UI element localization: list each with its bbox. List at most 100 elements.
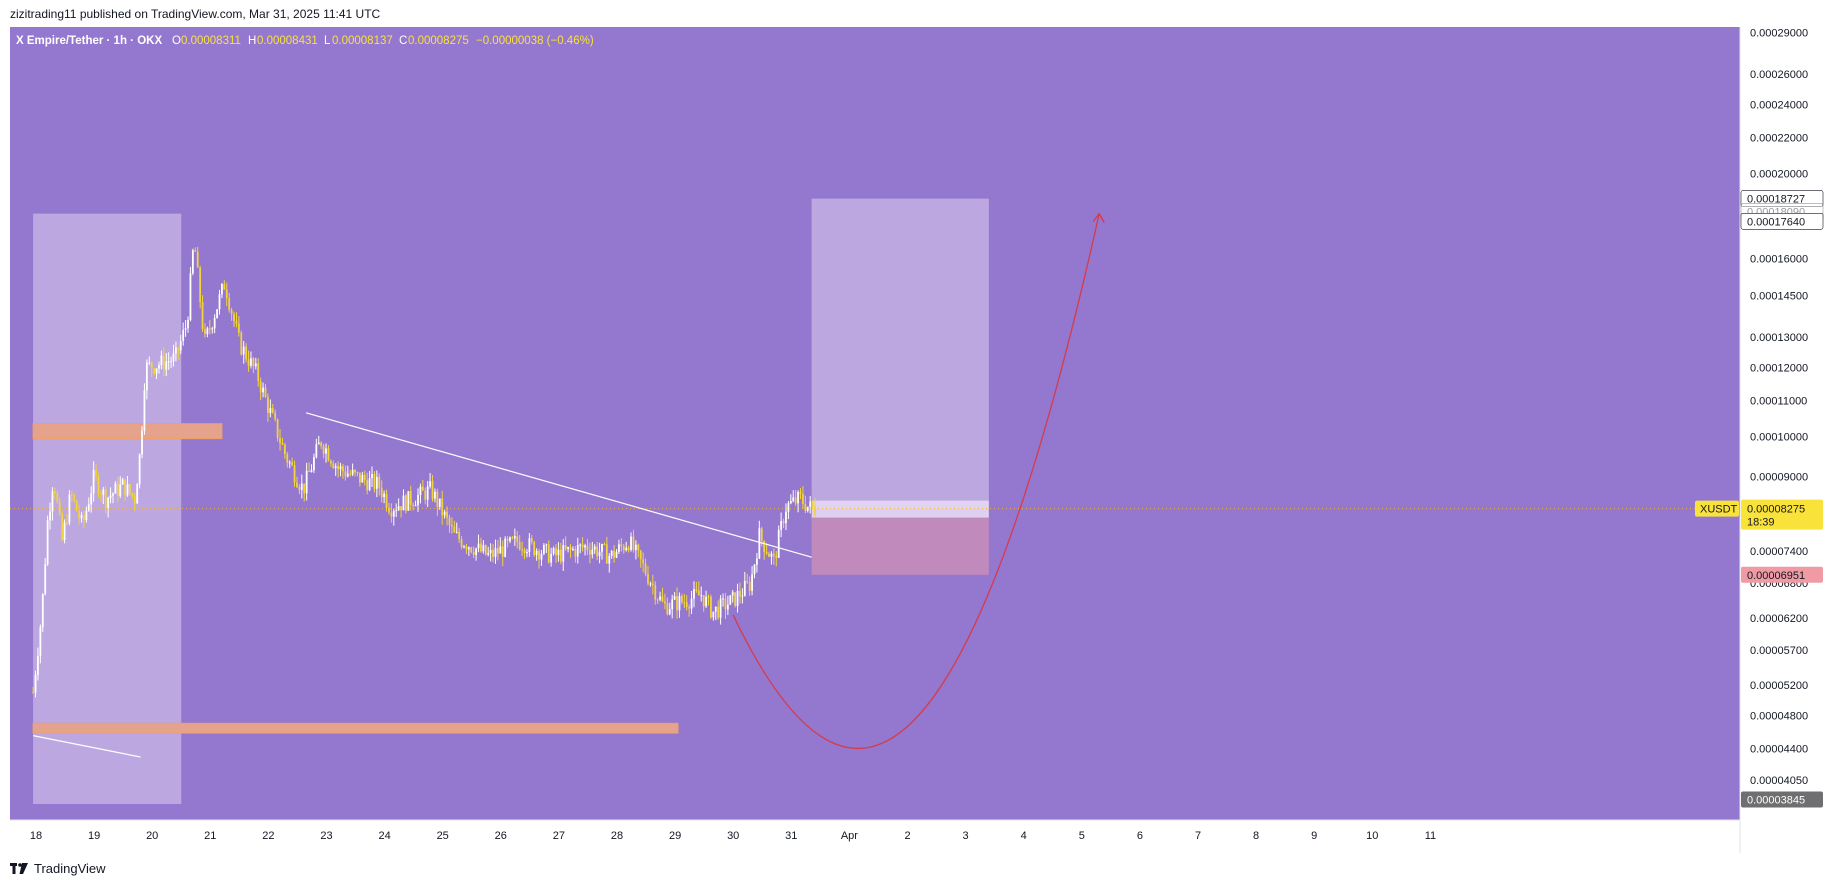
candle-up: [68, 494, 71, 523]
footer-brand[interactable]: TradingView: [10, 858, 106, 878]
candle-down: [162, 355, 165, 370]
legend-symbol[interactable]: X Empire/Tether · 1h · OKX: [16, 35, 162, 47]
candle-up: [417, 494, 419, 506]
candle-up: [160, 355, 163, 366]
candle-up: [112, 493, 114, 496]
candle-up: [317, 442, 320, 445]
candle-down: [746, 580, 749, 582]
time-tick-label: 9: [1311, 830, 1317, 842]
candle-down: [245, 346, 248, 360]
candle-down: [61, 513, 64, 540]
legend-high-label: H: [248, 35, 256, 47]
price-badge-box: [1740, 190, 1824, 207]
candle-down: [811, 501, 814, 507]
candle-down: [320, 442, 323, 447]
candle-up: [80, 514, 83, 519]
candle-down: [380, 487, 383, 498]
candle-down: [603, 544, 606, 546]
price-chart[interactable]: 0.00029000 0.00026000 0.00024000 0.00022000…: [0, 27, 1835, 853]
candle-down: [235, 321, 238, 324]
candle-up: [668, 609, 671, 615]
candle-up: [714, 606, 717, 612]
left-highlight-zone: [33, 213, 182, 804]
candle-up: [126, 483, 129, 496]
candle-up: [254, 363, 257, 367]
candle-up: [426, 486, 429, 500]
candle-up: [414, 505, 417, 507]
candle-down: [129, 483, 131, 494]
price-tick-label: 0.00006200: [1750, 613, 1808, 625]
candle-down: [400, 506, 402, 511]
candle-up: [789, 501, 792, 504]
candle-up: [145, 362, 148, 391]
candle-up: [678, 595, 681, 611]
candle-down: [794, 497, 797, 504]
candle-down: [308, 470, 310, 472]
candle-down: [204, 329, 206, 334]
price-badge-label: 0.00018727: [1747, 194, 1805, 206]
candle-down: [431, 481, 434, 499]
candle-up: [509, 537, 511, 542]
price-badge-label: 0.00006951: [1747, 570, 1805, 582]
candle-up: [141, 430, 143, 455]
candle-up: [269, 408, 272, 413]
candle-up: [487, 553, 490, 555]
candle-down: [702, 595, 705, 607]
candle-down: [153, 368, 156, 374]
time-tick-label: 30: [727, 830, 739, 842]
candle-up: [690, 598, 693, 609]
candle-down: [322, 446, 325, 454]
candle-down: [373, 474, 376, 489]
candle-down: [760, 528, 763, 541]
candle-up: [741, 595, 744, 597]
time-tick-label: 18: [30, 830, 42, 842]
candle-down: [337, 466, 340, 470]
candle-up: [175, 347, 177, 354]
candle-up: [751, 574, 753, 591]
candle-down: [150, 362, 153, 369]
candle-up: [743, 580, 746, 596]
price-tick-label: 0.00005200: [1750, 680, 1808, 692]
candle-up: [722, 598, 724, 600]
time-tick-label: 11: [1425, 830, 1436, 842]
time-tick-label: 10: [1366, 830, 1378, 842]
candle-up: [610, 550, 613, 556]
candle-down: [622, 546, 625, 551]
legend-close-value: 0.00008275: [408, 35, 469, 47]
candle-down: [799, 491, 802, 494]
candle-up: [584, 545, 586, 548]
candle-down: [688, 607, 691, 609]
candle-up: [346, 473, 349, 477]
candle-up: [375, 476, 378, 489]
projection-curve: [732, 213, 1100, 749]
legend-close-label: C: [399, 35, 407, 47]
legend-low-label: L: [324, 35, 331, 47]
time-tick-label: 20: [146, 830, 158, 842]
candle-down: [530, 538, 533, 542]
candle-down: [748, 581, 751, 591]
candle-up: [206, 328, 209, 334]
candle-down: [405, 495, 407, 511]
candle-down: [349, 473, 352, 475]
candle-down: [296, 482, 298, 488]
price-badge: 0.00018727: [1740, 190, 1824, 207]
price-axis-panel[interactable]: [1740, 27, 1835, 820]
candle-down: [208, 328, 211, 330]
candle-up: [143, 390, 146, 431]
candle-down: [533, 541, 536, 556]
candle-down: [230, 309, 233, 314]
candle-up: [618, 544, 620, 552]
candle-up: [39, 627, 42, 656]
candle-up: [429, 481, 432, 487]
candle-up: [540, 553, 543, 560]
candle-up: [787, 503, 790, 512]
candle-down: [460, 539, 463, 547]
candle-down: [32, 692, 34, 694]
candle-down: [707, 596, 710, 598]
candle-down: [666, 603, 669, 615]
candle-up: [63, 522, 66, 540]
candle-up: [700, 595, 703, 597]
candle-down: [782, 521, 785, 524]
candle-down: [385, 493, 388, 508]
candle-up: [567, 546, 569, 550]
